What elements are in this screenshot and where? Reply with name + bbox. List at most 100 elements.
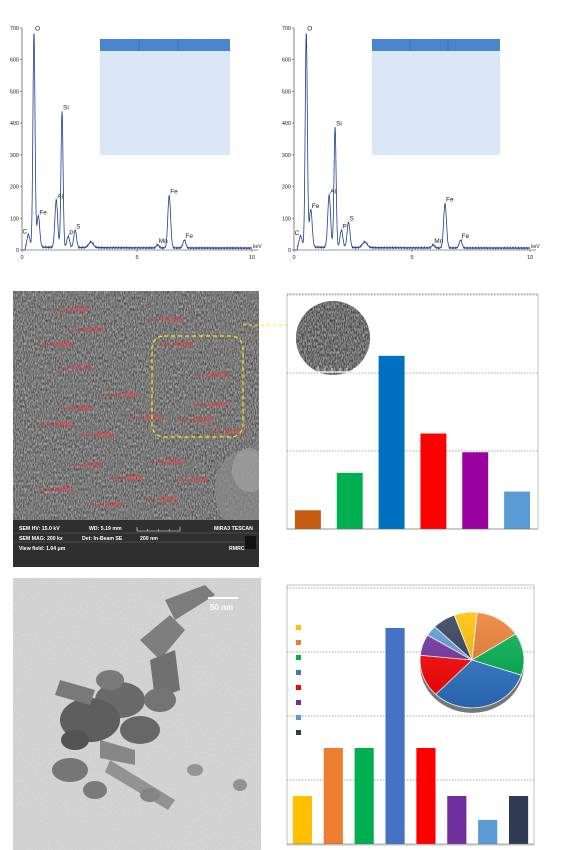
pie-gloss — [420, 612, 524, 708]
sem-mag: SEM MAG: 200 kx — [19, 536, 63, 542]
pie-chart — [419, 611, 525, 713]
annotation-tag — [75, 405, 93, 410]
sem-scale-label: 200 nm — [140, 536, 158, 542]
y-tick-label: 600 — [10, 58, 19, 64]
logo-icon — [245, 536, 256, 549]
annotation-tag — [145, 415, 163, 420]
sem-brand: MIRA3 TESCAN — [214, 526, 253, 532]
quantification-table — [372, 39, 500, 155]
bar — [447, 796, 467, 844]
annotation-tag — [125, 475, 143, 480]
annotation-tag — [55, 342, 73, 347]
legend-marker-icon — [296, 730, 301, 735]
legend-marker-icon — [296, 700, 301, 705]
tem-micrograph: 50 nm — [13, 578, 261, 850]
peak-label: Al — [330, 189, 336, 196]
sem-hv: SEM HV: 15.0 kV — [19, 526, 60, 532]
peak-label: Fe — [462, 233, 470, 240]
x-tick-label: 10 — [527, 255, 533, 261]
annotation-tag — [55, 487, 73, 492]
annotation-tag — [160, 497, 178, 502]
annotation-tag — [105, 502, 123, 507]
annotation-tag — [210, 402, 228, 407]
y-tick-label: 100 — [10, 216, 19, 222]
x-tick-label: 5 — [410, 255, 413, 261]
y-tick-label: 600 — [282, 58, 291, 64]
quantification-table — [100, 39, 230, 155]
annotation-tag — [55, 422, 73, 427]
legend-marker-icon — [296, 640, 301, 645]
peak-label: C — [295, 230, 300, 237]
bars — [294, 355, 531, 529]
peak-label: P — [69, 230, 73, 237]
x-tick-labels: 0 5 10 — [292, 250, 533, 261]
legend — [296, 625, 301, 735]
y-tick-label: 700 — [282, 26, 291, 32]
x-unit-label: keV — [253, 244, 262, 250]
bar — [292, 796, 313, 844]
legend-marker-icon — [296, 625, 301, 630]
spectrum-trace — [294, 33, 531, 251]
sem-size-histogram — [286, 293, 539, 530]
y-tick-label: 300 — [10, 153, 19, 159]
peak-label: Si — [336, 120, 342, 127]
peak-label: Fe — [446, 197, 454, 204]
spectrum-trace — [22, 33, 253, 251]
x-tick-label: 0 — [292, 255, 295, 261]
bar — [323, 748, 343, 844]
y-tick-label: 400 — [282, 121, 291, 127]
sem-scale-bar — [136, 527, 181, 532]
annotation-tag — [120, 392, 138, 397]
sem-detector: Det: In-Beam SE — [82, 536, 123, 542]
peak-label: O — [307, 25, 312, 32]
y-tick-label: 0 — [16, 248, 19, 254]
annotation-tag — [225, 429, 243, 434]
bar — [385, 628, 405, 844]
peak-labels: C O Fe Al Si PS Mn Fe Fe — [22, 25, 193, 244]
legend-marker-icon — [296, 685, 301, 690]
y-tick-label: 300 — [282, 153, 291, 159]
tem-scale-label: 50 nm — [210, 603, 233, 612]
bar — [478, 820, 498, 844]
bars — [292, 628, 529, 844]
x-tick-labels: 0 5 10 — [20, 250, 255, 261]
sem-micrograph: SEM HV: 15.0 kV WD: 5.19 mm MIRA3 TESCAN… — [13, 291, 303, 567]
peak-label: Fe — [185, 233, 193, 240]
peak-label: Si — [63, 105, 69, 112]
y-tick-label: 400 — [10, 121, 19, 127]
peak-labels: C O Fe Al Si PS Mn Fe Fe — [295, 25, 470, 244]
peak-label: S — [350, 216, 355, 223]
x-tick-label: 10 — [249, 255, 255, 261]
bar — [354, 748, 374, 844]
y-tick-label: 200 — [10, 185, 19, 191]
sem-view-field: View field: 1.04 μm — [19, 546, 66, 552]
y-tick-label: 200 — [282, 185, 291, 191]
annotation-tag — [210, 372, 228, 377]
eds-spectrum-right: 0 100 200 300 400 500 600 700 0 5 10 C O Fe Al Si PS Mn… — [282, 25, 540, 261]
peak-label: P — [342, 224, 346, 231]
y-tick-label: 100 — [282, 216, 291, 222]
peak-label: C — [22, 228, 27, 235]
annotation-tag — [175, 342, 193, 347]
bar — [336, 472, 363, 529]
y-tick-labels: 0 100 200 300 400 500 600 700 — [282, 26, 294, 254]
annotation-tag — [85, 462, 103, 467]
legend-marker-icon — [296, 670, 301, 675]
bar — [508, 796, 529, 844]
tem-scale-bar: 50 nm — [208, 597, 238, 612]
annotation-tag — [165, 317, 183, 322]
bar — [416, 748, 436, 844]
bar — [378, 355, 405, 529]
sem-wd: WD: 5.19 mm — [89, 526, 122, 532]
peak-label: Fe — [312, 203, 320, 210]
bar — [462, 452, 489, 529]
peak-label: Fe — [170, 189, 178, 196]
y-tick-label: 500 — [10, 89, 19, 95]
annotation-tag — [73, 365, 91, 370]
x-tick-label: 5 — [135, 255, 138, 261]
y-tick-labels: 0 100 200 300 400 500 600 700 — [10, 26, 22, 254]
y-tick-label: 700 — [10, 26, 19, 32]
annotation-tag — [95, 432, 113, 437]
peak-label: S — [76, 224, 81, 231]
